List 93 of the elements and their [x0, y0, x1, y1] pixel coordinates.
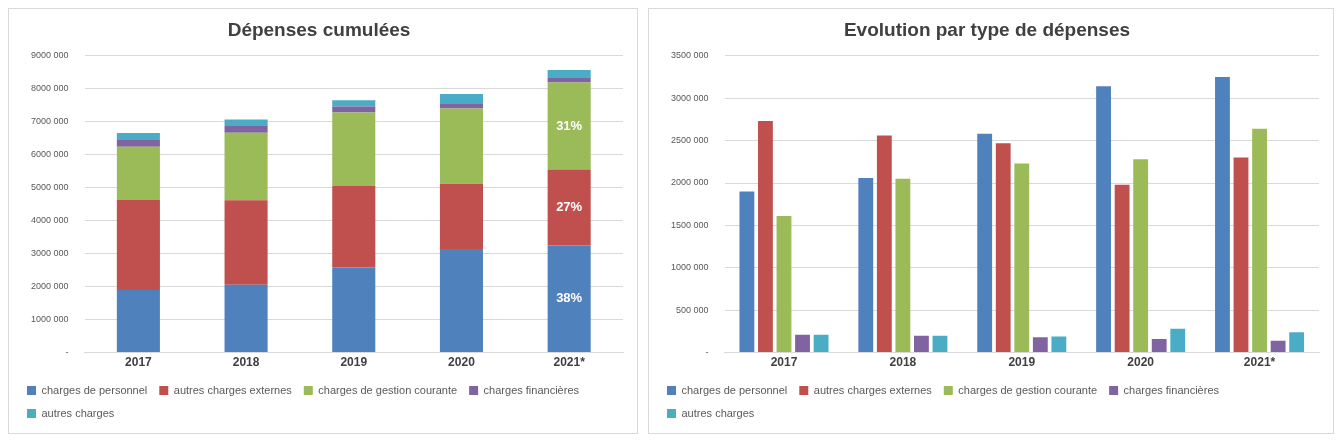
bar — [224, 126, 268, 133]
bar — [914, 335, 929, 353]
x-tick-label: 2019 — [1008, 355, 1036, 370]
bar — [895, 178, 911, 353]
bar — [795, 334, 810, 353]
bar — [758, 121, 773, 353]
y-tick-label: 2500 000 — [670, 135, 709, 146]
bar — [224, 200, 268, 285]
bar — [932, 335, 948, 353]
legend-label: autres charges — [41, 406, 115, 419]
bar — [739, 191, 755, 353]
y-tick-label: 7000 000 — [30, 116, 69, 127]
bar — [1289, 332, 1305, 353]
bar — [1151, 339, 1167, 353]
x-tick-label: 2021* — [553, 355, 586, 370]
bar — [439, 108, 483, 184]
y-tick-label: - — [65, 347, 69, 358]
bar — [1051, 336, 1067, 353]
chart-title: Dépenses cumulées — [227, 18, 411, 40]
y-tick-label: 1000 000 — [670, 262, 709, 273]
y-tick-label: 8000 000 — [30, 83, 69, 94]
bar — [547, 82, 591, 170]
y-tick-label: 4000 000 — [30, 215, 69, 226]
chart-title: Evolution par type de dépenses — [843, 18, 1131, 40]
bar — [1096, 86, 1111, 353]
annotation: 38% — [556, 290, 583, 306]
y-tick-label: 3500 000 — [670, 50, 709, 61]
legend-label: autres charges — [681, 406, 755, 419]
bar — [1233, 157, 1249, 353]
bar — [547, 245, 591, 353]
bar — [224, 132, 268, 201]
legend-label: charges financières — [1123, 383, 1220, 396]
bar — [439, 103, 483, 109]
bar — [439, 249, 483, 353]
legend-label: autres charges externes — [813, 383, 933, 396]
x-tick-label: 2017 — [125, 355, 153, 370]
bar — [332, 106, 376, 113]
y-tick-label: 5000 000 — [30, 182, 69, 193]
y-tick-label: 9000 000 — [30, 50, 69, 61]
legend-label: autres charges externes — [173, 383, 293, 396]
legend-label: charges financières — [483, 383, 580, 396]
x-tick-label: 2017 — [770, 355, 798, 370]
bar — [547, 77, 591, 83]
bar — [858, 177, 874, 353]
y-tick-label: 1500 000 — [670, 219, 709, 230]
bar — [116, 139, 160, 147]
y-tick-label: 2000 000 — [670, 177, 709, 188]
bar — [224, 119, 268, 127]
bar — [547, 169, 591, 246]
bar — [116, 199, 160, 290]
bar — [1032, 337, 1048, 353]
y-tick-label: - — [705, 347, 709, 358]
bar — [977, 133, 993, 353]
bar — [224, 284, 268, 353]
y-tick-label: 2000 000 — [30, 281, 69, 292]
y-tick-label: 500 000 — [675, 304, 709, 315]
x-tick-label: 2021* — [1243, 355, 1276, 370]
bar — [116, 146, 160, 200]
x-tick-label: 2018 — [232, 355, 260, 370]
bar — [1252, 128, 1267, 353]
annotation: 27% — [556, 199, 583, 215]
bar — [332, 186, 376, 268]
bar — [1114, 184, 1130, 353]
bar — [1014, 163, 1030, 353]
x-tick-label: 2020 — [1127, 355, 1155, 370]
bar — [813, 334, 829, 353]
x-tick-label: 2019 — [340, 355, 368, 370]
y-tick-label: 3000 000 — [670, 92, 709, 103]
bar — [332, 267, 376, 353]
x-tick-label: 2018 — [889, 355, 917, 370]
legend-label: charges de personnel — [41, 383, 148, 396]
bar — [116, 132, 160, 140]
legend-label: charges de personnel — [681, 383, 788, 396]
y-tick-label: 1000 000 — [30, 314, 69, 325]
annotation: 31% — [556, 117, 583, 133]
bar — [876, 135, 892, 353]
bar — [1270, 340, 1286, 353]
bar — [439, 183, 483, 250]
y-tick-label: 3000 000 — [30, 248, 69, 259]
bar — [1133, 159, 1149, 353]
bar — [1215, 77, 1230, 353]
bar — [547, 69, 591, 78]
bar — [332, 112, 376, 187]
legend-label: charges de gestion courante — [958, 383, 1098, 396]
bar — [995, 143, 1011, 353]
bar — [776, 216, 792, 353]
bar — [116, 289, 160, 353]
legend-label: charges de gestion courante — [318, 383, 458, 396]
x-tick-label: 2020 — [448, 355, 476, 370]
bar — [332, 100, 376, 107]
bar — [1170, 328, 1186, 353]
y-tick-label: 6000 000 — [30, 149, 69, 160]
bar — [439, 94, 483, 104]
